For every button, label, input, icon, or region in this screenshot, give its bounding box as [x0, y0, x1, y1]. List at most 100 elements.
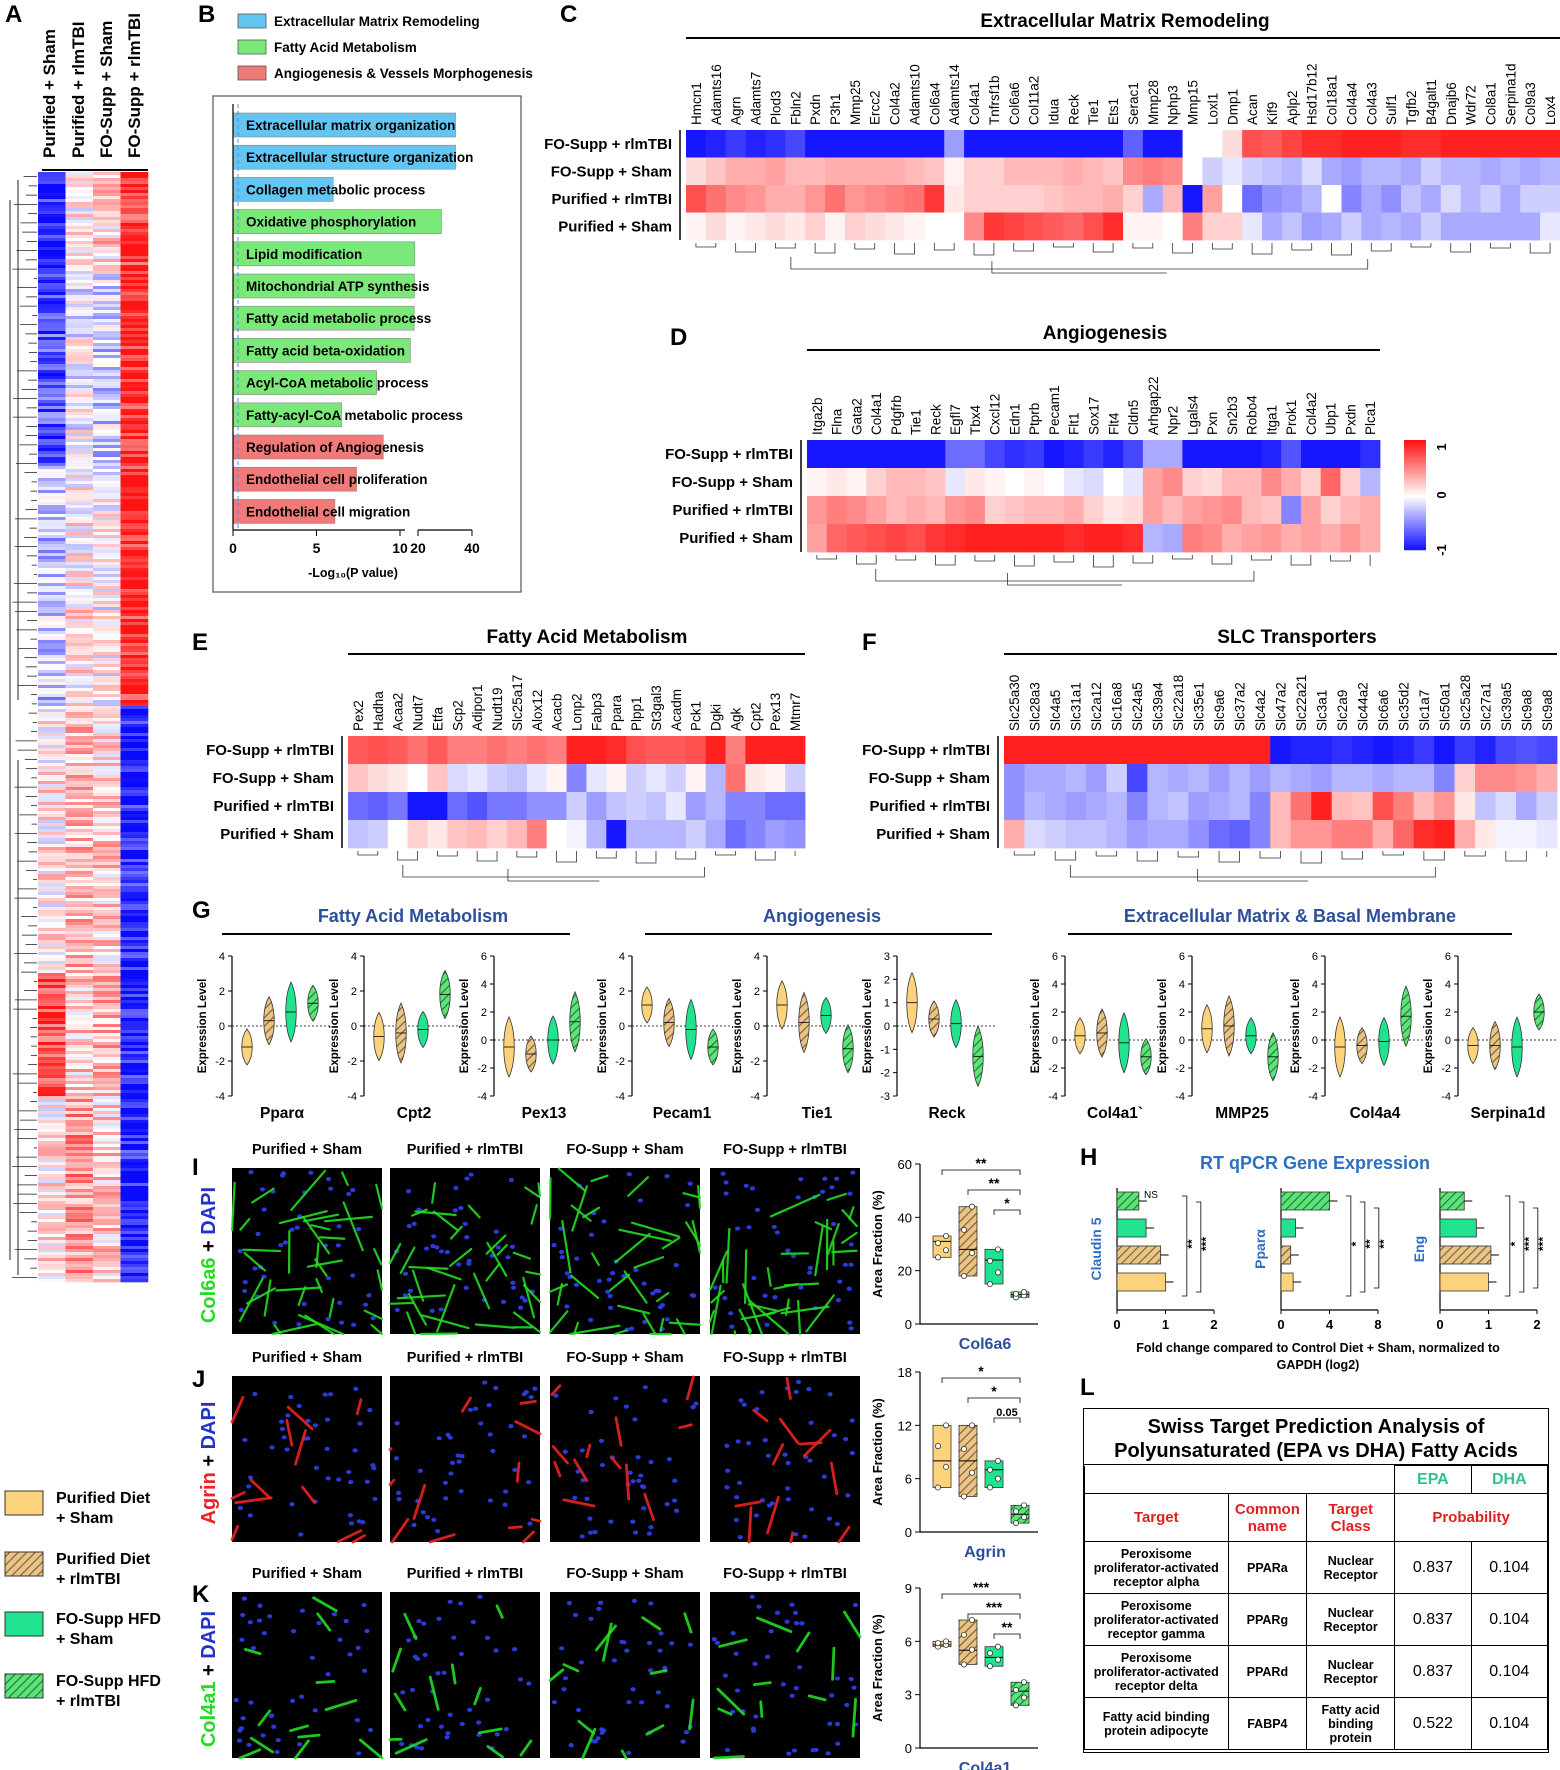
heatmap-cell: [93, 343, 121, 347]
legend-label: + Sham: [56, 1510, 113, 1527]
heatmap-cell: [120, 217, 149, 221]
nucleus: [324, 1446, 330, 1451]
nucleus: [405, 1189, 412, 1194]
gene-label: Gata2: [849, 398, 864, 435]
heatmap-cell: [93, 292, 121, 296]
heatmap-cell: [93, 610, 121, 614]
heatmap-cell: [65, 712, 94, 716]
stain-signal: [294, 1429, 307, 1466]
heatmap-cell: [93, 943, 121, 947]
heatmap-cell: [65, 553, 94, 557]
gene-label: Etfa: [430, 706, 445, 731]
gene-label: Sox17: [1087, 397, 1102, 435]
heatmap-cell: [38, 907, 66, 911]
dendrogram-branch: [1423, 851, 1445, 861]
heatmap-cell: [785, 185, 806, 213]
nucleus: [633, 1267, 639, 1273]
y-tick-label: 2: [1445, 1007, 1451, 1019]
heatmap-cell: [93, 925, 121, 929]
nucleus: [252, 1266, 258, 1271]
nucleus: [611, 1658, 618, 1663]
heatmap-cell: [1281, 130, 1303, 158]
nucleus: [331, 1612, 337, 1617]
heatmap-cell: [120, 985, 149, 989]
heatmap-cell: [120, 292, 149, 296]
stain-signal: [717, 1707, 733, 1716]
heatmap-cell: [120, 283, 149, 287]
heatmap-cell: [65, 529, 94, 533]
heatmap-cell: [120, 1033, 149, 1037]
heatmap-cell: [1142, 524, 1164, 553]
nucleus: [272, 1320, 278, 1325]
heatmap-cell: [93, 904, 121, 908]
heatmap-cell: [120, 799, 149, 803]
heatmap-cell: [945, 468, 966, 497]
gene-label: Sn2b3: [1225, 396, 1240, 435]
heatmap-cell: [120, 397, 149, 401]
heatmap-cell: [65, 430, 94, 434]
heatmap-cell: [65, 481, 94, 485]
heatmap-cell: [65, 433, 94, 437]
heatmap-cell: [38, 499, 66, 503]
heatmap-cell: [38, 511, 66, 515]
heatmap-cell: [120, 331, 149, 335]
heatmap-cell: [546, 764, 567, 793]
heatmap-cell: [120, 229, 149, 233]
heatmap-cell: [120, 328, 149, 332]
heatmap-cell: [65, 598, 94, 602]
nucleus: [347, 1513, 354, 1518]
heatmap-cell: [93, 244, 121, 248]
heatmap-cell: [120, 919, 149, 923]
stain-signal: [548, 1283, 569, 1293]
stain-signal: [712, 1755, 745, 1760]
heatmap-cell: [93, 583, 121, 587]
heatmap-cell: [93, 580, 121, 584]
nucleus: [447, 1712, 453, 1717]
heatmap-cell: [38, 673, 66, 677]
colorbar-segment: [1404, 508, 1426, 512]
heatmap-cell: [866, 524, 887, 553]
heatmap-cell: [65, 328, 94, 332]
heatmap-cell: [38, 1213, 66, 1217]
data-point: [969, 1646, 976, 1653]
heatmap-cell: [93, 1099, 121, 1103]
heatmap-cell: [120, 1117, 149, 1121]
heatmap-cell: [93, 184, 121, 188]
heatmap-cell: [38, 691, 66, 695]
heatmap-cell: [1341, 130, 1362, 158]
heatmap-cell: [93, 490, 121, 494]
nucleus: [573, 1282, 580, 1287]
heatmap-cell: [120, 655, 149, 659]
heatmap-cell: [65, 331, 94, 335]
heatmap-cell: [120, 694, 149, 698]
heatmap-cell: [93, 790, 121, 794]
heatmap-cell: [65, 679, 94, 683]
heatmap-cell: [65, 448, 94, 452]
stain-signal: [391, 1647, 403, 1673]
heatmap-cell: [38, 592, 66, 596]
nucleus: [464, 1235, 470, 1240]
data-point: [1021, 1502, 1028, 1509]
heatmap-cell: [447, 764, 468, 793]
stain-name: Col6a6: [198, 1258, 220, 1324]
stain-signal: [315, 1242, 320, 1268]
nucleus: [510, 1285, 517, 1290]
heatmap-cell: [65, 442, 94, 446]
gene-label: Slc22a21: [1294, 675, 1309, 731]
heatmap-cell: [65, 937, 94, 941]
nucleus: [646, 1640, 653, 1646]
heatmap-cell: [725, 185, 746, 213]
stain-dapi: DAPI: [198, 1611, 220, 1659]
heatmap-cell: [65, 1066, 94, 1070]
heatmap-cell: [93, 481, 121, 485]
heatmap-cell: [38, 829, 66, 833]
stain-signal: [411, 1269, 425, 1302]
dendrogram-branch: [1291, 243, 1313, 251]
heatmap-cell: [93, 934, 121, 938]
heatmap-cell: [825, 185, 846, 213]
heatmap-cell: [367, 792, 389, 821]
heatmap-cell: [38, 451, 66, 455]
nucleus: [260, 1733, 266, 1738]
data-point: [935, 1240, 942, 1247]
